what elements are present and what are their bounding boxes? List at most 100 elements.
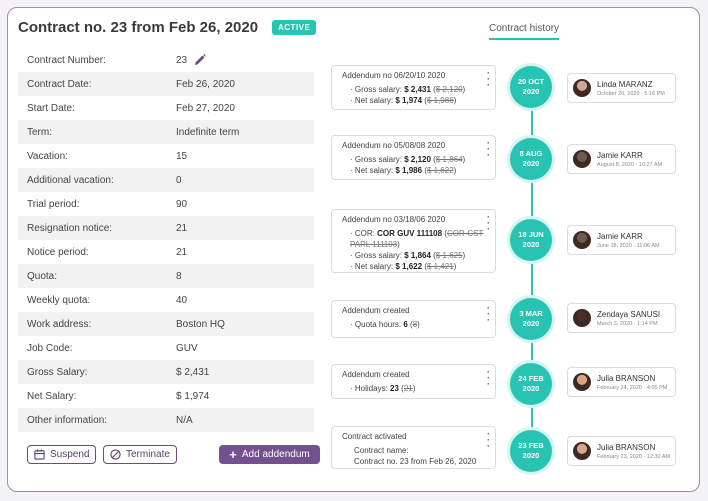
user-date: October 20, 2020 · 5:16 PM [597,90,665,97]
change-label: Gross salary: [354,155,403,164]
field-row: Resignation notice: 21 [18,216,314,240]
field-value: 15 [176,150,188,162]
field-label: Gross Salary: [27,366,88,378]
avatar [573,150,591,168]
suspend-label: Suspend [50,449,90,460]
history-event-card: Addendum no 06/20/10 2020 · · · · Gross sala… [331,65,496,110]
field-label: Term: [27,126,52,138]
change-label: COR: [354,229,375,238]
terminate-label: Terminate [126,449,170,460]
terminate-button[interactable]: Terminate [103,445,177,464]
avatar [573,373,591,391]
field-label: Start Date: [27,102,75,114]
event-user-card: Linda MARANZ October 20, 2020 · 5:16 PM [567,73,676,103]
field-value-wrap: N/A [176,415,314,426]
change-old-value: $ 1,421 [426,262,454,271]
field-label: Contract Number: [27,54,106,66]
add-addendum-button[interactable]: + Add addendum [219,445,320,464]
plus-icon: + [229,447,237,462]
field-value: 40 [176,294,188,306]
event-change-line: · Gross salary: $ 2,120 ($ 1,864) [350,155,466,164]
event-change-line: · Net salary: $ 1,974 ($ 1,986) [350,96,457,105]
field-value-wrap: 15 [176,151,314,162]
contract-details: Contract Number: 23 Contract Date: Feb 26, … [18,48,314,432]
field-value-wrap: 90 [176,199,314,210]
field-row: Job Code: GUV [18,336,314,360]
node-date: 24 FEB [518,374,544,383]
calendar-icon [34,449,45,460]
event-heading: Contract activated [342,432,407,441]
pencil-icon[interactable] [193,53,207,67]
more-options-icon[interactable]: · · · [487,303,490,325]
event-change-line: · COR: COR GUV 111108 (COR-CST PARL 1111… [350,229,484,249]
user-info: Jamie KARR June 18, 2020 · 11:06 AM [597,232,660,249]
event-change-line: · Gross salary: $ 1,864 ($ 1,625) [350,251,466,260]
node-date: 20 OCT [517,77,545,86]
page-title: Contract no. 23 from Feb 26, 2020 [18,19,259,36]
change-label: Gross salary: [354,85,403,94]
change-old-value: $ 2,120 [435,85,463,94]
change-new-value: 6 [403,320,408,329]
field-value-wrap: $ 1,974 [176,391,314,402]
user-name: Jamie KARR [597,231,643,241]
avatar [573,309,591,327]
event-user-card: Jamie KARR August 8, 2020 · 10:27 AM [567,144,676,174]
more-options-icon[interactable]: · · · [487,367,490,389]
field-row: Gross Salary: $ 2,431 [18,360,314,384]
change-new-value: COR GUV 111108 [377,229,443,238]
history-event-card: Addendum no 03/18/06 2020 · · · · COR: COR G… [331,209,496,273]
field-value: 8 [176,270,182,282]
field-row: Contract Date: Feb 26, 2020 [18,72,314,96]
field-label: Resignation notice: [27,222,113,234]
timeline-date-node: 3 MAR 2020 [510,298,552,340]
user-info: Zendaya SANUSI March 3, 2020 · 1:14 PM [597,310,660,327]
field-row: Contract Number: 23 [18,48,314,72]
change-label: Net salary: [354,262,394,271]
tab-contract-history[interactable]: Contract history [489,23,560,40]
change-new-value: $ 2,120 [404,155,431,164]
event-change-line: · Quota hours: 6 (8) [350,320,420,329]
add-addendum-label: Add addendum [241,449,310,460]
change-new-value: 23 [390,384,399,393]
field-value-wrap: Feb 27, 2020 [176,103,314,114]
user-name: Julia BRANSON [597,373,656,383]
field-row: Other information: N/A [18,408,314,432]
change-new-value: $ 1,986 [395,166,423,175]
change-label: Net salary: [354,96,394,105]
change-label: Quota hours: [354,320,402,329]
field-label: Notice period: [27,246,89,258]
more-options-icon[interactable]: · · · [487,212,490,234]
user-date: March 3, 2020 · 1:14 PM [597,320,658,327]
field-value: $ 1,974 [176,390,210,402]
field-label: Net Salary: [27,390,77,402]
more-options-icon[interactable]: · · · [487,138,490,160]
avatar [573,442,591,460]
history-event-card: Addendum created · · · · Holidays: 23 (21) [331,364,496,399]
field-value: $ 2,431 [176,366,210,378]
change-old-value: $ 1,622 [426,166,454,175]
field-label: Weekly quota: [27,294,91,306]
timeline-date-node: 23 FEB 2020 [510,430,552,472]
avatar [573,79,591,97]
user-name: Linda MARANZ [597,79,653,89]
user-date: June 18, 2020 · 11:06 AM [597,242,660,249]
event-heading: Addendum created [342,370,410,379]
field-value-wrap: Indefinite term [176,127,314,138]
node-year: 2020 [522,159,540,168]
field-row: Start Date: Feb 27, 2020 [18,96,314,120]
more-options-icon[interactable]: · · · [487,68,490,90]
field-row: Net Salary: $ 1,974 [18,384,314,408]
user-info: Julia BRANSON February 23, 2020 · 12:30 A… [597,443,670,460]
field-value-wrap: 21 [176,247,314,258]
suspend-button[interactable]: Suspend [27,445,97,464]
node-year: 2020 [522,451,540,460]
node-year: 2020 [522,384,540,393]
field-row: Additional vacation: 0 [18,168,314,192]
event-user-card: Julia BRANSON February 23, 2020 · 12:30 A… [567,436,676,466]
avatar [573,231,591,249]
change-old-value: $ 1,986 [426,96,454,105]
timeline-date-node: 18 JUN 2020 [510,219,552,261]
more-options-icon[interactable]: · · · [487,429,490,451]
change-label: Holidays: [354,384,388,393]
node-year: 2020 [522,87,540,96]
